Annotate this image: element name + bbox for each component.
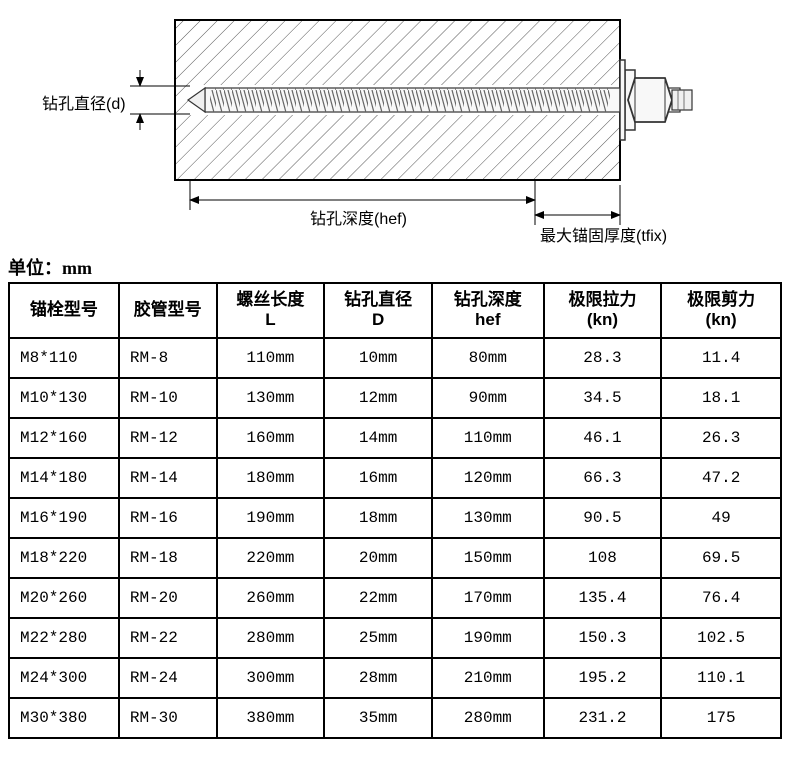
table-cell: M20*260 bbox=[9, 578, 119, 618]
table-cell: 150.3 bbox=[544, 618, 662, 658]
label-tfix: 最大锚固厚度(tfix) bbox=[540, 222, 667, 246]
table-row: M16*190RM-16190mm18mm130mm90.549 bbox=[9, 498, 781, 538]
table-cell: M30*380 bbox=[9, 698, 119, 738]
table-cell: 90mm bbox=[432, 378, 544, 418]
table-cell: M8*110 bbox=[9, 338, 119, 378]
table-cell: 300mm bbox=[217, 658, 325, 698]
table-cell: 20mm bbox=[324, 538, 432, 578]
table-cell: 28.3 bbox=[544, 338, 662, 378]
table-cell: M24*300 bbox=[9, 658, 119, 698]
table-cell: 231.2 bbox=[544, 698, 662, 738]
label-d: 钻孔直径(d) bbox=[42, 90, 126, 114]
table-cell: M18*220 bbox=[9, 538, 119, 578]
table-row: M14*180RM-14180mm16mm120mm66.347.2 bbox=[9, 458, 781, 498]
table-row: M20*260RM-20260mm22mm170mm135.476.4 bbox=[9, 578, 781, 618]
table-cell: 49 bbox=[661, 498, 781, 538]
table-cell: 280mm bbox=[217, 618, 325, 658]
table-cell: 130mm bbox=[432, 498, 544, 538]
table-cell: 135.4 bbox=[544, 578, 662, 618]
table-row: M18*220RM-18220mm20mm150mm10869.5 bbox=[9, 538, 781, 578]
anchor-bolt-diagram: 钻孔直径(d) 钻孔深度(hef) 最大锚固厚度(tfix) bbox=[0, 0, 790, 250]
table-cell: 66.3 bbox=[544, 458, 662, 498]
table-cell: 46.1 bbox=[544, 418, 662, 458]
table-cell: 190mm bbox=[217, 498, 325, 538]
table-cell: 18.1 bbox=[661, 378, 781, 418]
table-cell: RM-18 bbox=[119, 538, 217, 578]
table-header-row: 锚栓型号胶管型号螺丝长度L钻孔直径D钻孔深度hef极限拉力(kn)极限剪力(kn… bbox=[9, 283, 781, 338]
label-hef: 钻孔深度(hef) bbox=[310, 205, 407, 229]
table-cell: M14*180 bbox=[9, 458, 119, 498]
table-cell: 110.1 bbox=[661, 658, 781, 698]
table-cell: RM-10 bbox=[119, 378, 217, 418]
table-cell: 76.4 bbox=[661, 578, 781, 618]
table-cell: 260mm bbox=[217, 578, 325, 618]
table-cell: RM-20 bbox=[119, 578, 217, 618]
column-header: 极限拉力(kn) bbox=[544, 283, 662, 338]
table-cell: 10mm bbox=[324, 338, 432, 378]
table-cell: 16mm bbox=[324, 458, 432, 498]
table-cell: 210mm bbox=[432, 658, 544, 698]
table-cell: 90.5 bbox=[544, 498, 662, 538]
table-cell: RM-24 bbox=[119, 658, 217, 698]
table-row: M10*130RM-10130mm12mm90mm34.518.1 bbox=[9, 378, 781, 418]
table-row: M24*300RM-24300mm28mm210mm195.2110.1 bbox=[9, 658, 781, 698]
spec-table: 锚栓型号胶管型号螺丝长度L钻孔直径D钻孔深度hef极限拉力(kn)极限剪力(kn… bbox=[8, 282, 782, 739]
table-cell: M22*280 bbox=[9, 618, 119, 658]
table-cell: 110mm bbox=[432, 418, 544, 458]
table-cell: M16*190 bbox=[9, 498, 119, 538]
table-cell: 220mm bbox=[217, 538, 325, 578]
table-cell: 175 bbox=[661, 698, 781, 738]
table-cell: 47.2 bbox=[661, 458, 781, 498]
table-cell: RM-16 bbox=[119, 498, 217, 538]
table-cell: 18mm bbox=[324, 498, 432, 538]
table-cell: 280mm bbox=[432, 698, 544, 738]
table-cell: 22mm bbox=[324, 578, 432, 618]
table-cell: 28mm bbox=[324, 658, 432, 698]
column-header: 钻孔直径D bbox=[324, 283, 432, 338]
table-cell: 130mm bbox=[217, 378, 325, 418]
column-header: 极限剪力(kn) bbox=[661, 283, 781, 338]
column-header: 胶管型号 bbox=[119, 283, 217, 338]
column-header: 锚栓型号 bbox=[9, 283, 119, 338]
table-cell: RM-22 bbox=[119, 618, 217, 658]
table-cell: 120mm bbox=[432, 458, 544, 498]
table-cell: 108 bbox=[544, 538, 662, 578]
table-row: M12*160RM-12160mm14mm110mm46.126.3 bbox=[9, 418, 781, 458]
table-cell: M12*160 bbox=[9, 418, 119, 458]
table-cell: 34.5 bbox=[544, 378, 662, 418]
table-cell: 110mm bbox=[217, 338, 325, 378]
table-cell: 25mm bbox=[324, 618, 432, 658]
table-cell: 102.5 bbox=[661, 618, 781, 658]
table-row: M30*380RM-30380mm35mm280mm231.2175 bbox=[9, 698, 781, 738]
table-cell: 180mm bbox=[217, 458, 325, 498]
unit-label: 单位：mm bbox=[0, 250, 790, 282]
table-cell: 190mm bbox=[432, 618, 544, 658]
table-row: M22*280RM-22280mm25mm190mm150.3102.5 bbox=[9, 618, 781, 658]
table-cell: 195.2 bbox=[544, 658, 662, 698]
column-header: 钻孔深度hef bbox=[432, 283, 544, 338]
table-cell: 11.4 bbox=[661, 338, 781, 378]
column-header: 螺丝长度L bbox=[217, 283, 325, 338]
table-cell: RM-14 bbox=[119, 458, 217, 498]
table-cell: 80mm bbox=[432, 338, 544, 378]
table-cell: RM-8 bbox=[119, 338, 217, 378]
table-cell: 380mm bbox=[217, 698, 325, 738]
table-cell: 69.5 bbox=[661, 538, 781, 578]
table-cell: RM-12 bbox=[119, 418, 217, 458]
table-cell: 170mm bbox=[432, 578, 544, 618]
table-cell: 14mm bbox=[324, 418, 432, 458]
table-cell: 160mm bbox=[217, 418, 325, 458]
table-row: M8*110RM-8110mm10mm80mm28.311.4 bbox=[9, 338, 781, 378]
table-cell: 26.3 bbox=[661, 418, 781, 458]
table-cell: M10*130 bbox=[9, 378, 119, 418]
table-cell: 150mm bbox=[432, 538, 544, 578]
table-cell: 12mm bbox=[324, 378, 432, 418]
table-cell: 35mm bbox=[324, 698, 432, 738]
table-cell: RM-30 bbox=[119, 698, 217, 738]
